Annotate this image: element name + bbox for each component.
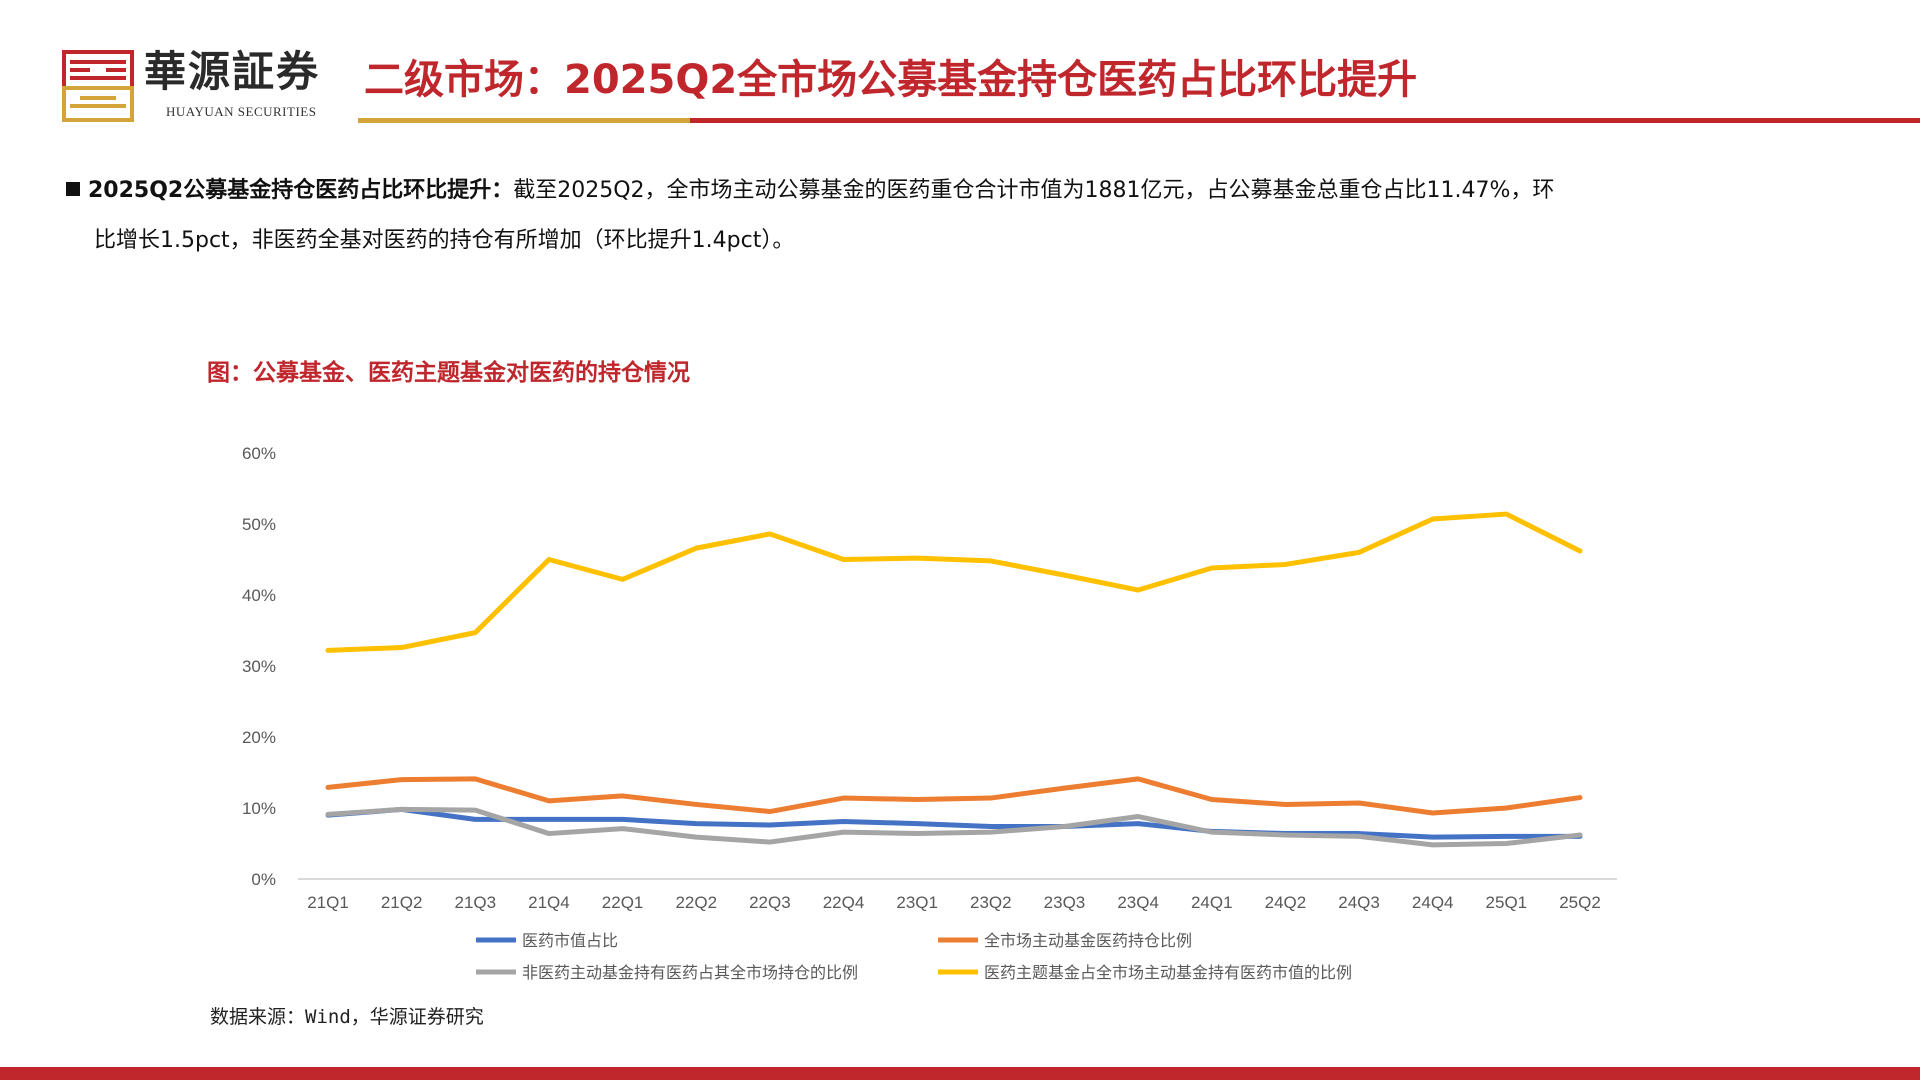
x-tick-label: 22Q3 (749, 893, 791, 912)
legend-label: 医药市值占比 (522, 931, 618, 950)
bullet-line1: 截至2025Q2，全市场主动公募基金的医药重仓合计市值为1881亿元，占公募基金… (513, 178, 1555, 203)
x-tick-label: 25Q2 (1559, 893, 1601, 912)
series-line-0 (325, 806, 1583, 840)
x-tick-label: 21Q4 (528, 893, 570, 912)
y-tick-label: 30% (242, 657, 276, 676)
x-tick-label: 24Q3 (1338, 893, 1380, 912)
bullet-lead: 2025Q2公募基金持仓医药占比环比提升： (88, 178, 514, 203)
x-tick-label: 22Q2 (675, 893, 717, 912)
y-tick-label: 60% (242, 444, 276, 463)
data-source: 数据来源：Wind，华源证券研究 (210, 1006, 484, 1028)
series-line-2 (325, 806, 1583, 848)
x-tick-label: 23Q4 (1117, 893, 1159, 912)
bullet-line2: 比增长1.5pct，非医药全基对医药的持仓有所增加（环比提升1.4pct）。 (94, 228, 795, 253)
bullet-square-icon (66, 182, 80, 196)
huayuan-logo-icon (62, 50, 134, 122)
x-tick-label: 22Q1 (602, 893, 644, 912)
y-tick-label: 50% (242, 515, 276, 534)
x-tick-label: 24Q1 (1191, 893, 1233, 912)
x-tick-label: 23Q1 (896, 893, 938, 912)
brand-name-en: HUAYUAN SECURITIES (166, 104, 317, 119)
series-line-1 (325, 776, 1583, 816)
chart-title: 图：公募基金、医药主题基金对医药的持仓情况 (207, 360, 690, 386)
x-tick-label: 21Q3 (454, 893, 496, 912)
series-line-3 (325, 511, 1583, 653)
x-tick-label: 25Q1 (1486, 893, 1528, 912)
footer-bar (0, 1067, 1920, 1080)
x-tick-label: 23Q2 (970, 893, 1012, 912)
x-tick-label: 21Q1 (307, 893, 349, 912)
brand-name: 華源証券 (144, 47, 321, 96)
x-tick-label: 24Q4 (1412, 893, 1454, 912)
x-tick-label: 24Q2 (1265, 893, 1307, 912)
y-tick-label: 10% (242, 799, 276, 818)
title-rule-red (690, 118, 1920, 123)
legend-label: 医药主题基金占全市场主动基金持有医药市值的比例 (984, 963, 1352, 982)
y-tick-label: 20% (242, 728, 276, 747)
y-tick-label: 40% (242, 586, 276, 605)
legend-label: 全市场主动基金医药持仓比例 (984, 931, 1192, 950)
page-title: 二级市场：2025Q2全市场公募基金持仓医药占比环比提升 (364, 57, 1418, 103)
x-tick-label: 23Q3 (1044, 893, 1086, 912)
y-tick-label: 0% (251, 870, 276, 889)
x-tick-label: 21Q2 (381, 893, 423, 912)
x-tick-label: 22Q4 (823, 893, 865, 912)
summary-bullet: 2025Q2公募基金持仓医药占比环比提升：截至2025Q2，全市场主动公募基金的… (66, 166, 1886, 266)
legend-label: 非医药主动基金持有医药占其全市场持仓的比例 (522, 963, 858, 982)
title-rule-gold (358, 118, 690, 123)
